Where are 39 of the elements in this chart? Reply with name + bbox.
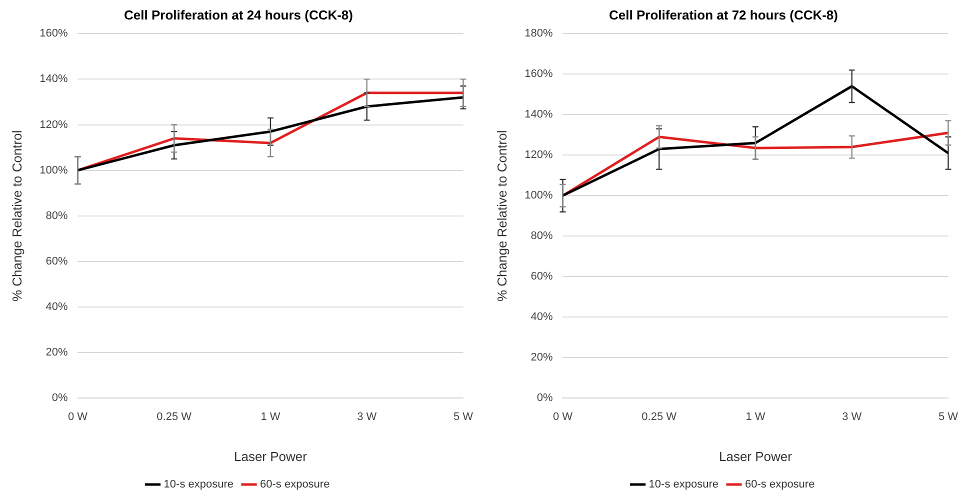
x-tick-label: 0.25 W bbox=[642, 410, 678, 423]
y-tick-label: 160% bbox=[40, 28, 68, 40]
x-tick-label: 1 W bbox=[746, 410, 766, 423]
x-tick-label: 0.25 W bbox=[156, 410, 192, 423]
y-tick-label: 0% bbox=[52, 392, 68, 404]
y-tick-label: 120% bbox=[40, 118, 68, 131]
y-tick-label: 40% bbox=[46, 301, 68, 314]
y-tick-label: 160% bbox=[524, 68, 553, 80]
x-tick-label: 3 W bbox=[357, 410, 378, 423]
y-tick-label: 180% bbox=[524, 28, 553, 40]
y-tick-label: 100% bbox=[40, 164, 68, 176]
y-tick-label: 120% bbox=[524, 149, 553, 162]
chart-title: Cell Proliferation at 72 hours (CCK-8) bbox=[609, 7, 838, 22]
legend-label: 10-s exposure bbox=[164, 478, 234, 491]
y-tick-label: 140% bbox=[524, 108, 553, 121]
x-tick-label: 0 W bbox=[552, 410, 574, 423]
y-tick-label: 100% bbox=[524, 190, 553, 202]
y-axis-title: % Change Relative to Control bbox=[494, 130, 510, 302]
x-tick-label: 1 W bbox=[260, 410, 281, 423]
x-tick-label: 0 W bbox=[68, 410, 88, 423]
y-tick-label: 80% bbox=[530, 230, 553, 242]
y-tick-label: 20% bbox=[46, 346, 68, 359]
x-tick-label: 3 W bbox=[842, 410, 862, 423]
y-tick-label: 60% bbox=[530, 270, 553, 283]
y-tick-label: 0% bbox=[536, 392, 553, 404]
legend-label: 10-s exposure bbox=[648, 478, 719, 491]
x-tick-label: 5 W bbox=[453, 410, 474, 423]
y-tick-label: 80% bbox=[46, 210, 68, 222]
legend-label: 60-s exposure bbox=[745, 478, 815, 491]
y-tick-label: 140% bbox=[40, 73, 68, 86]
y-tick-label: 40% bbox=[530, 311, 553, 324]
x-tick-label: 5 W bbox=[938, 410, 959, 423]
x-axis-title: Laser Power bbox=[718, 448, 793, 464]
legend-label: 60-s exposure bbox=[260, 478, 330, 491]
y-tick-label: 60% bbox=[46, 256, 68, 268]
chart-title: Cell Proliferation at 24 hours (CCK-8) bbox=[124, 7, 353, 22]
y-tick-label: 20% bbox=[530, 352, 553, 364]
x-axis-title: Laser Power bbox=[234, 448, 308, 464]
y-axis-title: % Change Relative to Control bbox=[9, 130, 24, 302]
